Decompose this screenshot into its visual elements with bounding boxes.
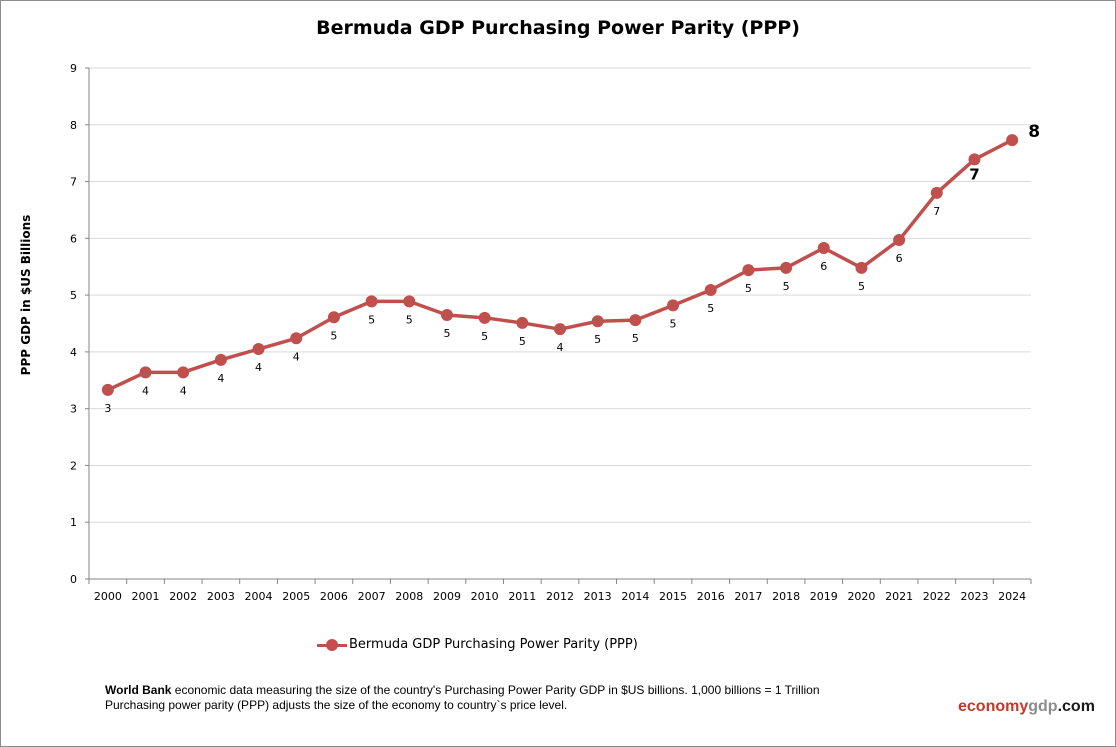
data-point [290,332,303,345]
y-tick-label: 8 [70,119,77,132]
data-point [101,383,114,396]
data-point [478,311,491,324]
data-label: 6 [820,260,827,273]
data-point [780,261,793,274]
data-label: 5 [406,313,413,326]
x-tick-label: 2013 [584,590,612,603]
footer-source: World Bank [105,683,172,697]
footer-note: World Bank economic data measuring the s… [105,683,820,713]
data-label: 7 [969,165,979,183]
x-tick-label: 2014 [621,590,649,603]
data-point [968,153,981,166]
y-tick-label: 4 [70,346,77,359]
y-tick-label: 6 [70,232,77,245]
data-label: 5 [745,282,752,295]
logo[interactable]: economygdp.com [958,698,1095,716]
x-tick-label: 2015 [659,590,687,603]
data-point [440,308,453,321]
data-label: 4 [180,384,187,397]
data-label: 5 [519,335,526,348]
x-tick-label: 2009 [433,590,461,603]
x-tick-label: 2012 [546,590,574,603]
data-point [516,316,529,329]
data-label: 4 [142,384,149,397]
data-point [252,343,265,356]
data-point [855,261,868,274]
legend-label: Bermuda GDP Purchasing Power Parity (PPP… [349,637,638,652]
x-tick-label: 2010 [471,590,499,603]
logo-part-economy: economy [958,698,1029,715]
data-label: 5 [858,280,865,293]
data-label: 5 [368,313,375,326]
x-tick-label: 2016 [697,590,725,603]
x-tick-label: 2024 [998,590,1026,603]
x-tick-label: 2020 [847,590,875,603]
data-label: 5 [330,329,337,342]
x-tick-label: 2005 [282,590,310,603]
data-point [667,299,680,312]
legend-marker-icon [317,638,347,651]
data-point [930,186,943,199]
data-point [139,366,152,379]
x-tick-label: 2011 [508,590,536,603]
data-label: 6 [896,252,903,265]
data-point [177,366,190,379]
data-label: 4 [217,372,224,385]
data-label: 7 [933,205,940,218]
data-label: 5 [594,333,601,346]
x-tick-label: 2007 [358,590,386,603]
footer-line1: economic data measuring the size of the … [171,683,820,697]
x-tick-label: 2018 [772,590,800,603]
data-label: 5 [481,330,488,343]
y-tick-label: 0 [70,573,77,586]
data-point [629,314,642,327]
y-tick-label: 1 [70,516,77,529]
data-label: 8 [1028,122,1040,142]
y-tick-label: 3 [70,403,77,416]
data-label: 5 [632,332,639,345]
x-tick-label: 2003 [207,590,235,603]
y-tick-label: 2 [70,459,77,472]
data-label: 5 [670,317,677,330]
data-label: 3 [104,402,111,415]
data-label: 4 [255,361,262,374]
y-tick-label: 9 [70,62,77,75]
data-point [403,295,416,308]
data-point [214,353,227,366]
data-label: 5 [707,302,714,315]
data-label: 4 [557,341,564,354]
x-tick-label: 2004 [245,590,273,603]
y-tick-label: 7 [70,176,77,189]
y-tick-label: 5 [70,289,77,302]
x-tick-label: 2008 [395,590,423,603]
data-point [365,295,378,308]
x-tick-label: 2022 [923,590,951,603]
logo-part-gdp: gdp [1028,698,1058,715]
data-point [817,241,830,254]
data-point [704,284,717,297]
data-point [591,315,604,328]
x-tick-label: 2006 [320,590,348,603]
data-point [893,234,906,247]
data-label: 5 [443,327,450,340]
data-point [554,323,566,336]
x-tick-label: 2021 [885,590,913,603]
data-point [327,311,340,324]
data-label: 5 [783,280,790,293]
x-tick-label: 2019 [810,590,838,603]
footer-line2: Purchasing power parity (PPP) adjusts th… [105,698,568,712]
chart-title: Bermuda GDP Purchasing Power Parity (PPP… [316,17,800,39]
x-tick-label: 2023 [960,590,988,603]
x-tick-label: 2001 [132,590,160,603]
data-label: 4 [293,350,300,363]
legend: Bermuda GDP Purchasing Power Parity (PPP… [317,637,638,652]
data-point [742,264,755,277]
data-point [1006,134,1019,147]
logo-part-com: .com [1057,698,1095,715]
x-tick-label: 2002 [169,590,197,603]
x-tick-label: 2017 [734,590,762,603]
x-tick-label: 2000 [94,590,122,603]
